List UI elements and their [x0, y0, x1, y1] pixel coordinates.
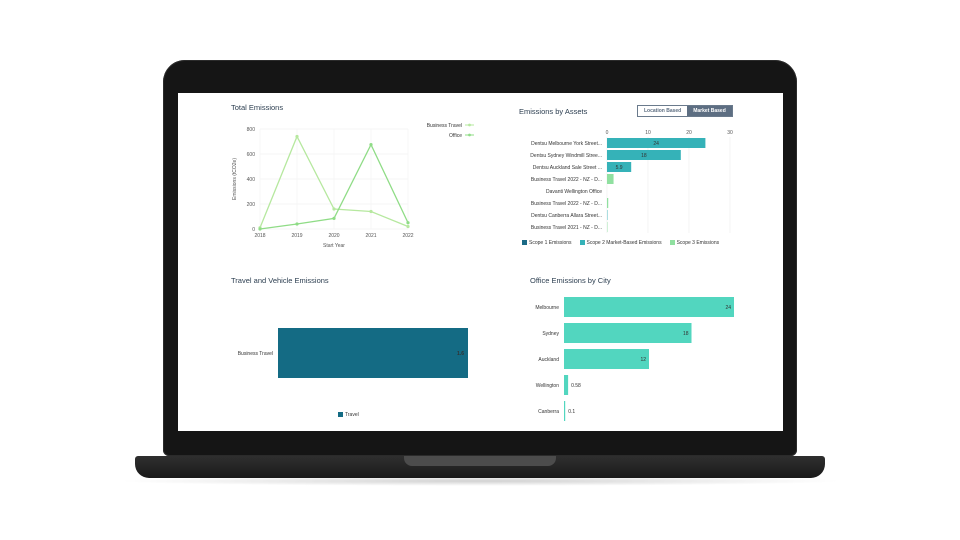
data-label: 5.9 [616, 165, 623, 171]
data-label: 24 [653, 141, 659, 147]
y-tick-label: 400 [247, 177, 256, 183]
x-tick-label: 20 [686, 130, 692, 136]
legend-label: Business Travel [427, 123, 462, 129]
travel-vehicle-title: Travel and Vehicle Emissions [231, 276, 329, 285]
y-tick-label: 200 [247, 202, 256, 208]
legend-marker [468, 133, 471, 137]
bar-segment [607, 174, 614, 184]
bar-segment [607, 162, 632, 172]
data-label: 18 [641, 153, 647, 159]
data-label: 24 [725, 305, 731, 311]
data-label: 18 [683, 331, 689, 337]
category-label: Melbourne [535, 305, 559, 311]
travel-legend: Travel [338, 412, 359, 418]
laptop-hinge-notch [404, 456, 556, 466]
bar [564, 375, 569, 395]
x-tick-label: 2020 [328, 233, 339, 239]
category-label: Dentsu Melbourne York Street... [531, 141, 602, 147]
y-axis-label: Emissions (tCO2e) [232, 158, 238, 200]
data-label: 1.6 [457, 351, 464, 357]
data-point [332, 207, 336, 211]
category-label: Canberra [538, 409, 559, 415]
data-point [369, 143, 373, 147]
category-label: Davanti Wellington Office [546, 189, 602, 195]
y-tick-label: 600 [247, 152, 256, 158]
data-point [332, 216, 336, 220]
basis-toggle[interactable]: Location Based Market Based [637, 105, 733, 117]
bar-segment [607, 198, 609, 208]
category-label: Wellington [536, 383, 559, 389]
legend-scope3[interactable]: Scope 3 Emissions [669, 240, 719, 246]
data-label: 12 [640, 357, 646, 363]
data-label: 0.58 [571, 383, 581, 389]
data-point [406, 221, 410, 225]
laptop-base [135, 456, 825, 478]
category-label: Business Travel 2022 - NZ - D... [531, 177, 602, 183]
y-tick-label: 800 [247, 127, 256, 133]
x-tick-label: 30 [727, 130, 733, 136]
legend-scope1[interactable]: Scope 1 Emissions [522, 240, 572, 246]
data-point [258, 227, 262, 231]
category-label: Auckland [538, 357, 559, 363]
legend-marker [468, 123, 471, 127]
data-point [406, 224, 410, 229]
bar-segment [607, 150, 681, 160]
data-point [295, 134, 299, 139]
office-by-city-title: Office Emissions by City [530, 276, 611, 285]
bar [278, 328, 468, 378]
category-label: Business Travel [238, 351, 273, 357]
category-label: Business Travel 2021 - NZ - D... [531, 225, 602, 231]
x-tick-label: 2018 [254, 233, 265, 239]
x-tick-label: 2022 [402, 233, 413, 239]
bar-segment [607, 138, 706, 148]
y-tick-label: 0 [252, 227, 255, 233]
emissions-by-assets-chart: 0 10 20 30 Dentsu Melbourne York Street... 24… [530, 130, 733, 233]
assets-legend: Scope 1 Emissions Scope 2 Market-Based E… [522, 240, 719, 246]
legend-scope2[interactable]: Scope 2 Market-Based Emissions [579, 240, 662, 246]
x-axis-label: Start Year [323, 243, 345, 249]
data-point [295, 222, 299, 226]
x-tick-label: 2021 [365, 233, 376, 239]
category-label: Business Travel 2022 - NZ - D... [531, 201, 602, 207]
x-tick-label: 0 [606, 130, 609, 136]
office-by-city-chart: Melbourne 24 Sydney 18 Auckland 12 Wellington 0… [535, 297, 734, 421]
total-emissions-title: Total Emissions [231, 103, 284, 112]
bar [564, 401, 566, 421]
legend-travel[interactable]: Travel [338, 412, 359, 418]
dashboard-screen: Total Emissions 800 600 400 200 0 2018 2019 202… [178, 93, 783, 431]
bar [564, 349, 649, 369]
category-label: Sydney [542, 331, 559, 337]
bar [564, 323, 692, 343]
category-label: Dentsu Sydney Windmill Stree... [530, 153, 602, 159]
legend-label: Office [449, 133, 462, 139]
data-point [369, 209, 373, 214]
data-label: 0.1 [568, 409, 575, 415]
category-label: Dentsu Auckland Sale Street ... [533, 165, 602, 171]
travel-vehicle-chart: Business Travel 1.6 [238, 328, 468, 378]
location-based-button[interactable]: Location Based [638, 106, 688, 116]
laptop-shadow [115, 476, 845, 486]
x-tick-label: 2019 [291, 233, 302, 239]
category-label: Dentsu Canberra Allara Street... [531, 213, 602, 219]
x-tick-label: 10 [645, 130, 651, 136]
bar [564, 297, 734, 317]
emissions-by-assets-title: Emissions by Assets [519, 107, 588, 116]
market-based-button[interactable]: Market Based [687, 106, 732, 116]
